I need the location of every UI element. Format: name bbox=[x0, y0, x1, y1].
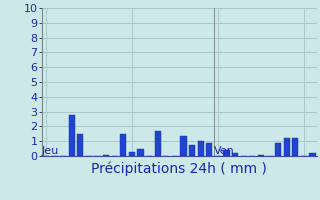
Bar bbox=[69, 115, 75, 156]
Bar bbox=[103, 155, 109, 156]
Bar bbox=[232, 153, 238, 156]
Bar bbox=[309, 153, 316, 156]
X-axis label: Précipitations 24h ( mm ): Précipitations 24h ( mm ) bbox=[91, 162, 267, 176]
Bar bbox=[189, 145, 195, 156]
Bar bbox=[129, 152, 135, 156]
Bar bbox=[275, 143, 281, 156]
Bar bbox=[138, 149, 143, 156]
Bar bbox=[77, 134, 83, 156]
Bar bbox=[292, 138, 298, 156]
Bar bbox=[284, 138, 290, 156]
Bar bbox=[223, 150, 229, 156]
Text: Jeu: Jeu bbox=[42, 146, 59, 156]
Bar bbox=[180, 136, 187, 156]
Bar bbox=[198, 141, 204, 156]
Bar bbox=[155, 131, 161, 156]
Bar bbox=[120, 134, 126, 156]
Bar bbox=[258, 155, 264, 156]
Bar bbox=[206, 143, 212, 156]
Text: Ven: Ven bbox=[214, 146, 234, 156]
